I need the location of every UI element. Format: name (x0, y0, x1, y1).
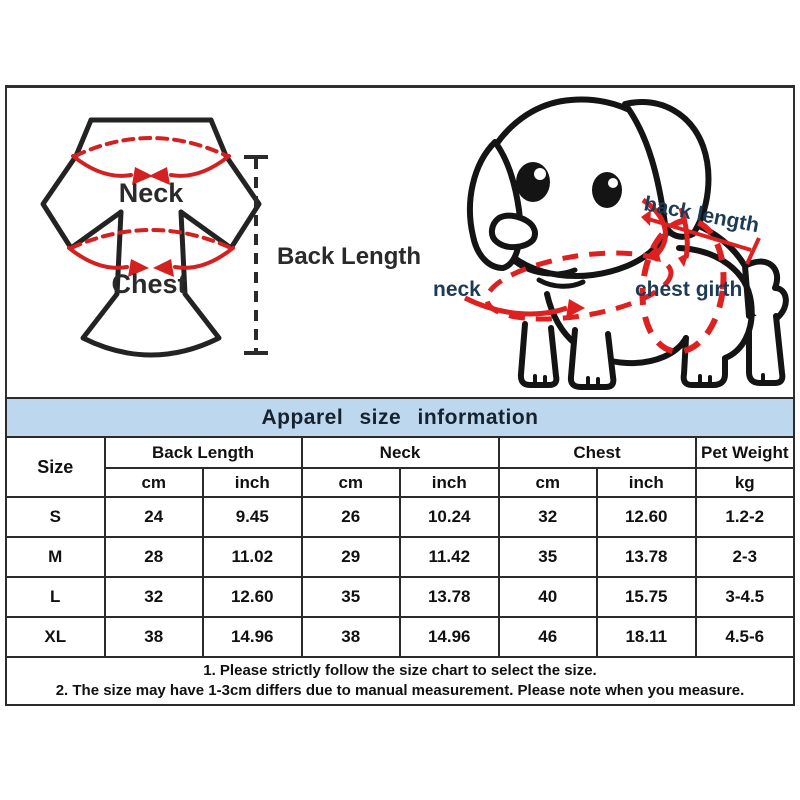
note-1: 1. Please strictly follow the size chart… (203, 662, 597, 679)
cell-value: 11.42 (399, 536, 500, 578)
unit-weight-kg: kg (694, 467, 795, 498)
cell-value: 9.45 (202, 496, 303, 538)
chest-measure-arrows (67, 228, 235, 270)
cell-value: 38 (103, 616, 204, 658)
neck-arrowhead-right (149, 167, 170, 185)
back-length-indicator (244, 155, 268, 355)
unit-neck-inch: inch (399, 467, 500, 498)
back-length-end-tick (745, 237, 761, 265)
chest-arrowhead-left (128, 259, 149, 277)
cell-value: 24 (103, 496, 204, 538)
size-label: L (5, 576, 106, 618)
shirt-outline (40, 117, 262, 358)
dog-wither-arrowhead (644, 246, 661, 262)
garment-neck-label: Neck (119, 178, 185, 208)
unit-back-length-cm: cm (103, 467, 204, 498)
unit-back-length-inch: inch (202, 467, 303, 498)
cell-value: 2-3 (694, 536, 795, 578)
cell-value: 29 (300, 536, 401, 578)
unit-header-row: cm inch cm inch cm inch kg (6, 467, 795, 498)
cell-value: 13.78 (596, 536, 697, 578)
garment-chest-label: Chest (111, 269, 186, 299)
group-header-row: Size Back Length Neck Chest Pet Weight (5, 436, 795, 498)
cell-value: 46 (497, 616, 598, 658)
col-header-pet-weight: Pet Weight (694, 436, 795, 469)
dog-neck-arrowhead (566, 299, 585, 318)
cell-value: 26 (300, 496, 401, 538)
unit-neck-cm: cm (300, 467, 401, 498)
dog-measurement-diagram: neck chest girth back length (433, 96, 789, 390)
cell-value: 4.5-6 (694, 616, 795, 658)
cell-value: 14.96 (202, 616, 303, 658)
table-row-xl: XL 38 14.96 38 14.96 46 18.11 4.5-6 (5, 616, 795, 658)
table-row-l: L 32 12.60 35 13.78 40 15.75 3-4.5 (5, 576, 795, 618)
cell-value: 28 (103, 536, 204, 578)
dog-outline (466, 96, 789, 390)
cell-value: 11.02 (202, 536, 303, 578)
col-header-size: Size (5, 436, 106, 498)
cell-value: 32 (103, 576, 204, 618)
cell-value: 3-4.5 (694, 576, 795, 618)
garment-measurement-diagram: Neck Chest Back Length (40, 117, 421, 358)
cell-value: 15.75 (596, 576, 697, 618)
col-header-neck: Neck (300, 436, 500, 469)
neck-arrowhead-left (132, 167, 153, 185)
dog-back-length-line (644, 216, 752, 252)
cell-value: 1.2-2 (694, 496, 795, 538)
back-length-arrowhead-left (641, 210, 651, 226)
dog-chest-girth-label: chest girth (635, 278, 742, 301)
cell-value: 38 (300, 616, 401, 658)
table-title-row: Apparel size information (5, 397, 795, 438)
size-label: XL (5, 616, 106, 658)
cell-value: 12.60 (202, 576, 303, 618)
size-label: M (5, 536, 106, 578)
cell-value: 35 (300, 576, 401, 618)
cell-value: 18.11 (596, 616, 697, 658)
garment-back-length-label: Back Length (277, 243, 421, 270)
neck-measure-arrows (71, 136, 231, 178)
cell-value: 35 (497, 536, 598, 578)
cell-value: 13.78 (399, 576, 500, 618)
table-row-s: S 24 9.45 26 10.24 32 12.60 1.2-2 (5, 496, 795, 538)
table-row-m: M 28 11.02 29 11.42 35 13.78 2-3 (5, 536, 795, 578)
cell-value: 40 (497, 576, 598, 618)
unit-chest-cm: cm (497, 467, 598, 498)
dog-neck-arrow (463, 295, 568, 317)
dog-chest-ellipse (639, 217, 727, 355)
apparel-size-table: Apparel size information Size Back Lengt… (5, 397, 795, 706)
table-title: Apparel size information (5, 397, 795, 438)
size-label: S (5, 496, 106, 538)
cell-value: 12.60 (596, 496, 697, 538)
dog-neck-ellipse (484, 250, 674, 322)
col-header-back-length: Back Length (103, 436, 303, 469)
chest-arrowhead-right (153, 259, 174, 277)
cell-value: 10.24 (399, 496, 500, 538)
measurement-illustration-panel: Neck Chest Back Length (5, 85, 795, 400)
dog-neck-label: neck (433, 278, 481, 301)
col-header-chest: Chest (497, 436, 697, 469)
chest-arrowhead-down (678, 252, 689, 267)
cell-value: 32 (497, 496, 598, 538)
unit-chest-inch: inch (596, 467, 697, 498)
dog-wither-arrow (641, 197, 668, 258)
note-2: 2. The size may have 1-3cm differs due t… (55, 682, 745, 699)
cell-value: 14.96 (399, 616, 500, 658)
notes-row: 1. Please strictly follow the size chart… (5, 656, 795, 706)
